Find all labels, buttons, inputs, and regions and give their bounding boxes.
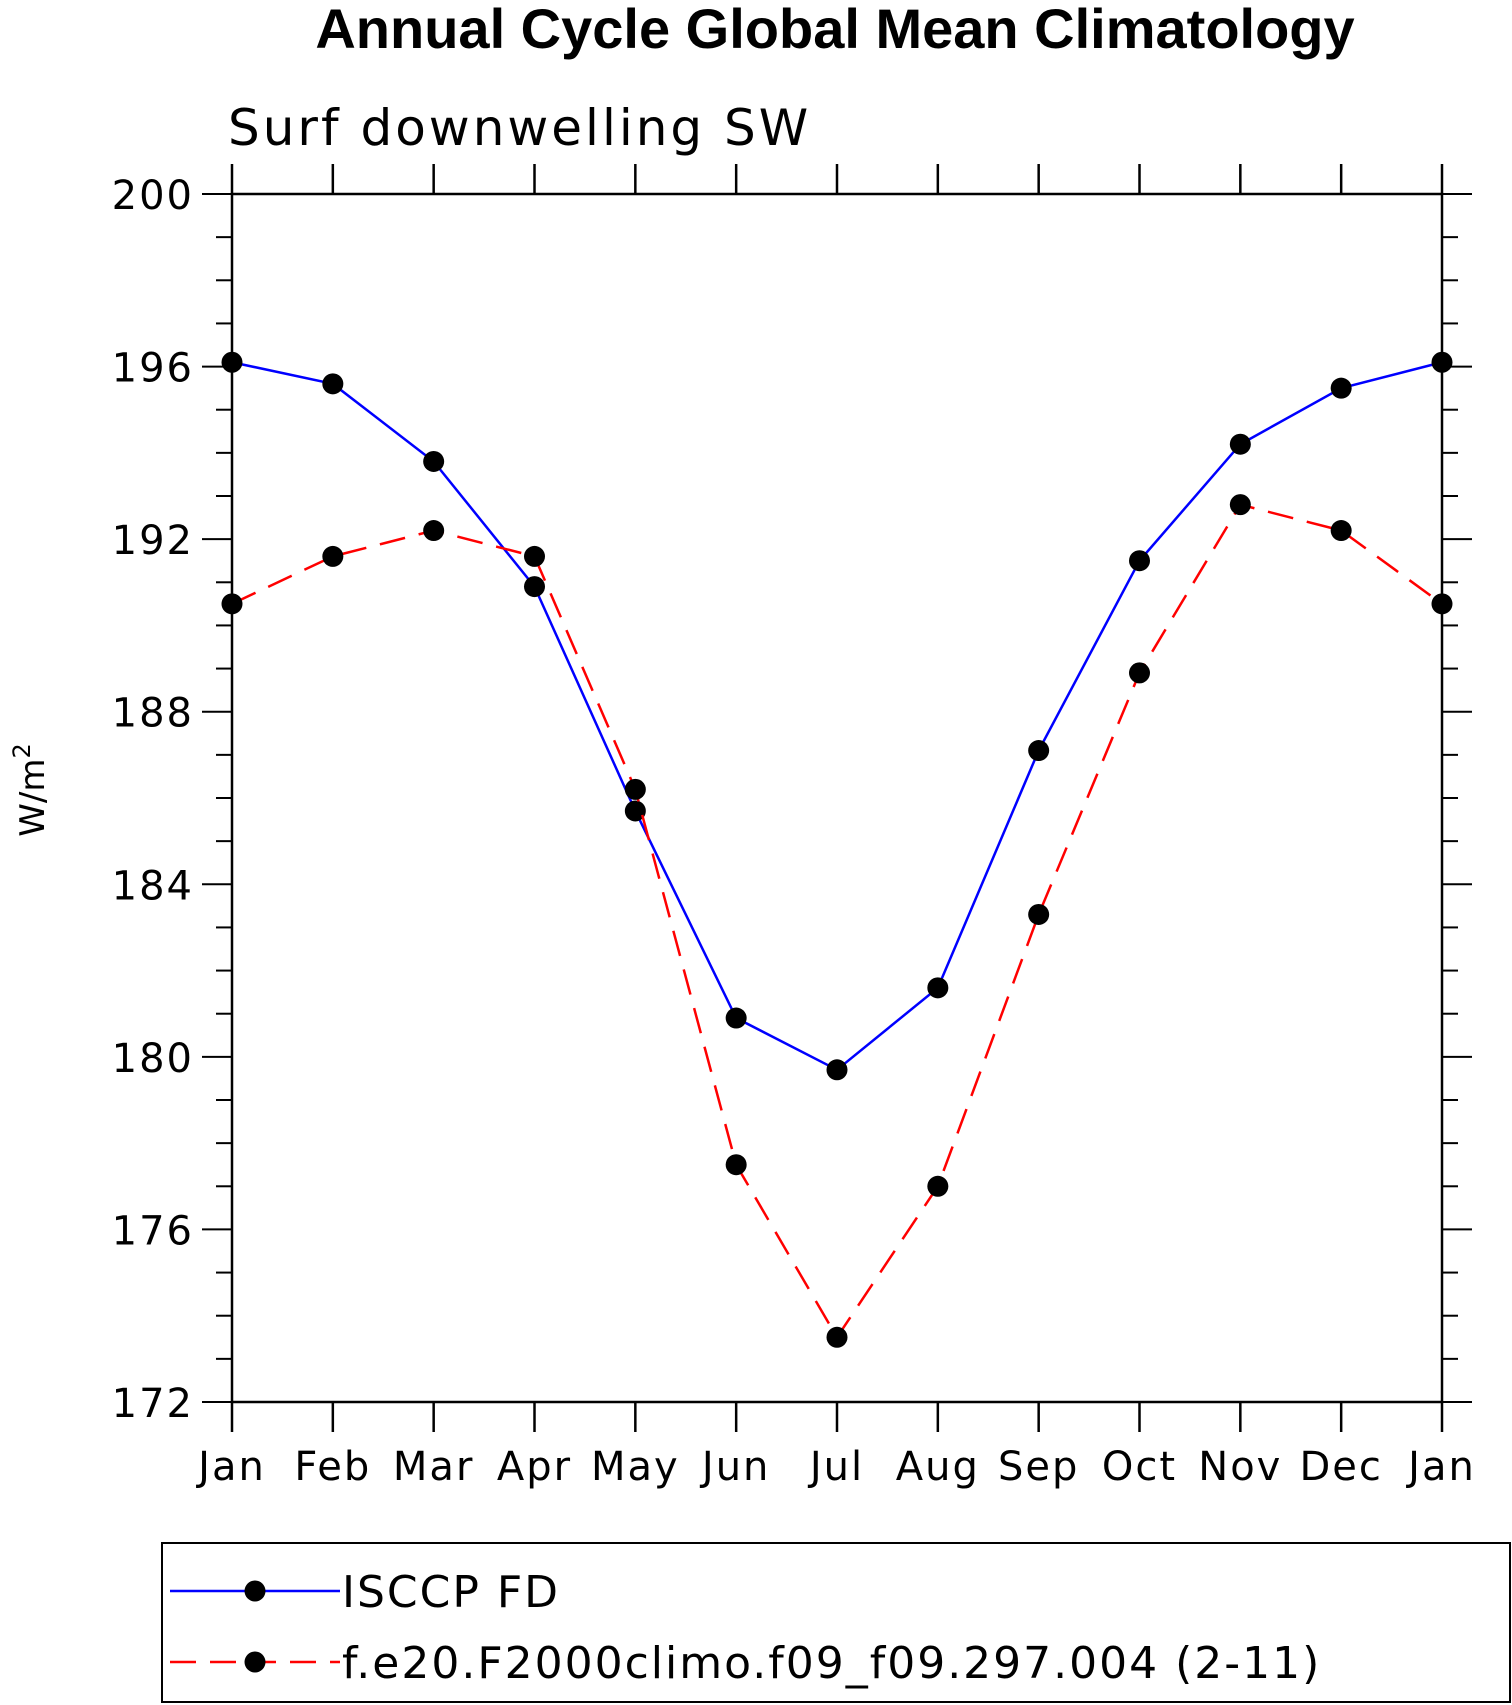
legend: ISCCP FD f.e20.F2000climo.f09_f09.297.004… <box>161 1542 1511 1703</box>
x-tick-label: Jul <box>807 1444 864 1490</box>
data-point <box>624 778 646 800</box>
x-tick-label: Jan <box>195 1444 266 1490</box>
data-point <box>624 800 646 822</box>
data-point <box>322 373 344 395</box>
legend-label: ISCCP FD <box>342 1567 560 1618</box>
y-tick-labels: 172 176 180 184 188 192 196 200 <box>112 173 194 1427</box>
y-axis-label-sup: 2 <box>8 743 36 758</box>
data-point <box>927 977 949 999</box>
x-tick-label: May <box>591 1444 680 1490</box>
x-tick-label: Jan <box>1405 1444 1476 1490</box>
data-point <box>1229 494 1251 516</box>
data-point <box>725 1154 747 1176</box>
data-point <box>725 1007 747 1029</box>
legend-swatch-marker <box>244 1651 266 1673</box>
legend-box <box>161 1542 1511 1703</box>
chart-subtitle: Surf downwelling SW <box>228 99 811 157</box>
legend-swatch-marker <box>244 1580 266 1602</box>
y-tick-label: 196 <box>112 346 194 392</box>
data-point <box>1431 593 1453 615</box>
data-point <box>1431 351 1453 373</box>
x-tick-label: Oct <box>1102 1444 1177 1490</box>
series-1 <box>221 351 1453 1081</box>
x-tick-label: Jun <box>699 1444 771 1490</box>
x-tick-labels: Jan Feb Mar Apr May Jun Jul Aug Sep Oct Nov Dec Jan <box>195 1444 1476 1490</box>
axis-ticks <box>202 164 1472 1432</box>
y-tick-label: 184 <box>112 863 194 909</box>
x-tick-label: Mar <box>393 1444 474 1490</box>
x-tick-label: Sep <box>998 1444 1079 1490</box>
y-tick-label: 192 <box>112 518 194 564</box>
series-2 <box>221 494 1453 1348</box>
data-point <box>524 545 545 567</box>
data-point <box>322 545 344 567</box>
y-axis-label: W/m2 <box>8 743 53 836</box>
data-point <box>1028 903 1050 925</box>
data-point <box>1229 433 1251 455</box>
x-tick-label: Aug <box>896 1444 980 1490</box>
y-tick-label: 188 <box>112 691 194 737</box>
y-tick-label: 200 <box>112 173 194 219</box>
y-tick-label: 180 <box>112 1036 194 1082</box>
svg-text:W/m2: W/m2 <box>8 743 53 836</box>
data-point <box>1129 662 1150 684</box>
data-point <box>826 1326 848 1348</box>
x-tick-label: Dec <box>1299 1444 1382 1490</box>
series-line <box>231 361 1443 1072</box>
chart-title: Annual Cycle Global Mean Climatology <box>315 0 1354 60</box>
data-point <box>221 351 243 373</box>
series-layer <box>221 351 1453 1348</box>
data-point <box>524 576 545 598</box>
data-point <box>1330 377 1352 399</box>
series-line <box>231 503 1443 1340</box>
x-tick-label: Nov <box>1198 1444 1282 1490</box>
data-point <box>423 450 445 472</box>
legend-label: f.e20.F2000climo.f09_f09.297.004 (2-11) <box>342 1638 1321 1689</box>
data-point <box>1028 740 1050 762</box>
x-tick-label: Apr <box>497 1444 572 1490</box>
data-point <box>927 1175 949 1197</box>
data-point <box>221 593 243 615</box>
y-tick-label: 176 <box>112 1208 194 1254</box>
data-point <box>423 520 445 542</box>
data-point <box>1129 550 1150 572</box>
data-point <box>826 1059 848 1081</box>
y-tick-label: 172 <box>112 1381 194 1427</box>
data-point <box>1330 520 1352 542</box>
x-tick-label: Feb <box>294 1444 371 1490</box>
y-axis-label-base: W/m <box>13 759 53 837</box>
plot-frame <box>230 192 1444 1404</box>
